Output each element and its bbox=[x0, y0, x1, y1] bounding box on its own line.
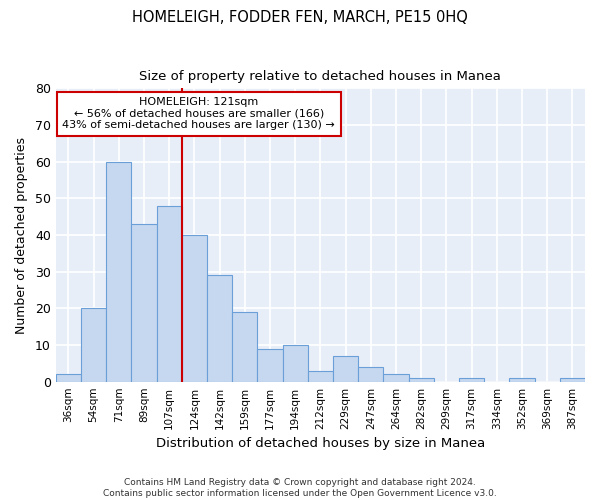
Bar bbox=[157, 206, 182, 382]
Bar bbox=[459, 378, 484, 382]
X-axis label: Distribution of detached houses by size in Manea: Distribution of detached houses by size … bbox=[156, 437, 485, 450]
Bar bbox=[182, 235, 207, 382]
Bar bbox=[383, 374, 409, 382]
Bar bbox=[207, 276, 232, 382]
Bar bbox=[106, 162, 131, 382]
Bar bbox=[308, 370, 333, 382]
Bar bbox=[257, 348, 283, 382]
Bar bbox=[81, 308, 106, 382]
Bar bbox=[560, 378, 585, 382]
Text: Contains HM Land Registry data © Crown copyright and database right 2024.
Contai: Contains HM Land Registry data © Crown c… bbox=[103, 478, 497, 498]
Bar bbox=[358, 367, 383, 382]
Bar bbox=[333, 356, 358, 382]
Bar bbox=[409, 378, 434, 382]
Bar bbox=[56, 374, 81, 382]
Text: HOMELEIGH, FODDER FEN, MARCH, PE15 0HQ: HOMELEIGH, FODDER FEN, MARCH, PE15 0HQ bbox=[132, 10, 468, 25]
Bar bbox=[131, 224, 157, 382]
Bar bbox=[232, 312, 257, 382]
Bar bbox=[509, 378, 535, 382]
Bar bbox=[283, 345, 308, 382]
Text: HOMELEIGH: 121sqm
← 56% of detached houses are smaller (166)
43% of semi-detache: HOMELEIGH: 121sqm ← 56% of detached hous… bbox=[62, 97, 335, 130]
Title: Size of property relative to detached houses in Manea: Size of property relative to detached ho… bbox=[139, 70, 502, 83]
Y-axis label: Number of detached properties: Number of detached properties bbox=[15, 136, 28, 334]
